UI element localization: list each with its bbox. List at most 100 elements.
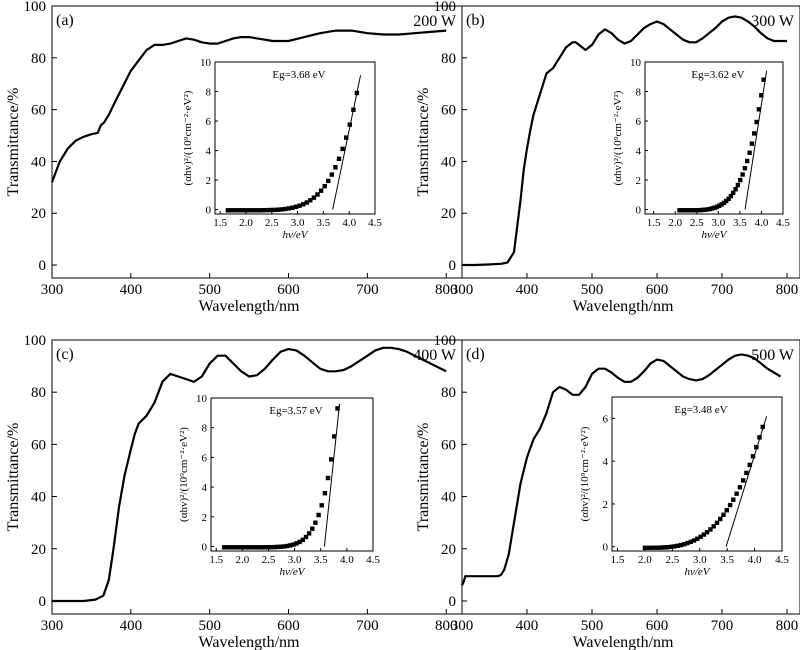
tauc-data-point — [306, 531, 312, 536]
tauc-data-point — [721, 200, 727, 206]
tauc-data-point — [735, 182, 741, 188]
plot-frame — [461, 339, 800, 615]
tauc-data-point — [281, 544, 287, 549]
transmittance-series-line — [462, 15, 787, 267]
x-tick-label: 600 — [646, 282, 669, 298]
tauc-data-point — [293, 204, 299, 209]
tauc-data-point — [761, 77, 766, 82]
inset-x-tick-label: 4.0 — [340, 554, 354, 566]
tauc-data-point — [727, 502, 733, 508]
tauc-data-point — [691, 538, 697, 543]
tauc-data-point — [243, 545, 249, 550]
tauc-data-point — [272, 207, 277, 213]
tauc-data-point — [738, 177, 743, 183]
tauc-data-point — [250, 545, 255, 550]
inset-y-tick-label: 0 — [636, 205, 642, 217]
tauc-data-point — [752, 131, 757, 136]
x-tick-label: 500 — [581, 282, 604, 298]
tauc-data-point — [737, 485, 743, 490]
tauc-data-point — [279, 207, 284, 212]
y-tick-label: 80 — [31, 51, 46, 67]
inset-y-tick-label: 10 — [196, 393, 208, 405]
tauc-data-point — [685, 540, 690, 546]
x-tick-label: 300 — [41, 618, 64, 634]
inset-tauc-plot: 1.5 2.0 2.5 3.0 3.5 4.0 4.5 0 2 4 6 8 10 hv/eV (αhv)²/… — [182, 57, 382, 241]
inset-y-tick-label: 8 — [202, 423, 208, 435]
tauc-data-point — [741, 478, 746, 483]
tauc-data-point — [700, 207, 706, 213]
inset-x-tick-label: 2.5 — [262, 554, 276, 566]
y-axis-title: Transmittance/% — [415, 88, 432, 197]
tauc-data-point — [731, 497, 736, 502]
tauc-data-point — [291, 542, 296, 547]
inset-y-tick-label: 8 — [206, 87, 212, 99]
inset-x-tick-label: 1.5 — [213, 217, 227, 229]
x-tick-label: 400 — [120, 282, 143, 298]
tauc-fit-line — [332, 75, 362, 210]
x-tick-label: 700 — [711, 618, 734, 634]
inset-x-tick-label: 3.0 — [711, 217, 725, 229]
panel-c: 300 400 500 600 700 800020406080100Wavelength… — [5, 333, 463, 650]
y-tick-label: 60 — [31, 437, 46, 453]
tauc-data-point — [286, 206, 291, 211]
inset-y-tick-label: 6 — [603, 413, 609, 425]
tauc-data-point — [234, 545, 239, 550]
inset-y-tick-label: 4 — [636, 146, 642, 158]
x-tick-label: 500 — [581, 618, 604, 634]
tauc-data-point — [759, 93, 764, 98]
tauc-data-point — [665, 545, 670, 550]
tauc-data-point — [344, 135, 349, 140]
tauc-data-point — [297, 539, 302, 545]
tauc-data-point — [726, 196, 731, 201]
tauc-data-point — [229, 208, 234, 213]
inset-x-tick-label: 3.5 — [720, 554, 734, 566]
tauc-data-point — [677, 208, 682, 213]
inset-y-tick-label: 4 — [202, 482, 208, 494]
y-tick-label: 20 — [31, 542, 46, 558]
tauc-fit-line — [725, 416, 768, 547]
tauc-data-point — [240, 208, 245, 213]
inset-x-tick-label: 1.5 — [647, 217, 661, 229]
x-axis-title: Wavelength/nm — [199, 634, 300, 650]
inset-bandgap-annotation: Eg=3.62 eV — [691, 69, 744, 81]
x-tick-label: 800 — [776, 282, 799, 298]
tauc-data-point — [684, 208, 689, 213]
tauc-data-point — [745, 158, 750, 164]
tauc-data-point — [707, 206, 713, 212]
inset-y-tick-label: 2 — [636, 175, 642, 187]
y-tick-label: 40 — [31, 154, 46, 170]
chart-title: 500 W — [751, 347, 795, 364]
tauc-data-point — [747, 150, 752, 155]
inset-x-tick-label: 3.5 — [733, 217, 747, 229]
y-tick-label: 0 — [39, 258, 47, 274]
tauc-data-point — [711, 524, 716, 529]
inset-x-tick-label: 3.5 — [317, 217, 331, 229]
chart-title: 300 W — [751, 13, 795, 30]
tauc-data-point — [318, 188, 324, 193]
tauc-data-point — [332, 434, 337, 439]
inset-x-tick-label: 2.5 — [690, 217, 704, 229]
tauc-data-point — [682, 542, 687, 547]
tauc-data-point — [225, 545, 230, 550]
x-tick-label: 400 — [516, 282, 539, 298]
tauc-data-point — [705, 207, 710, 212]
y-tick-label: 0 — [449, 594, 457, 610]
tauc-data-point — [275, 544, 280, 550]
inset-y-tick-label: 4 — [206, 146, 212, 158]
y-axis-title: Transmittance/% — [5, 423, 22, 532]
tauc-data-point — [333, 165, 338, 170]
x-tick-label: 700 — [356, 282, 379, 298]
inset-y-axis-title: (αhv)²/(10⁹cm⁻²·eV²) — [178, 427, 190, 522]
tauc-data-point — [757, 435, 762, 440]
inset-x-tick-label: 2.0 — [638, 554, 652, 566]
tauc-data-point — [724, 508, 729, 513]
x-tick-label: 400 — [120, 618, 143, 634]
x-tick-label: 500 — [198, 618, 221, 634]
chart-title: 400 W — [413, 347, 457, 364]
tauc-data-point — [272, 544, 277, 550]
tauc-data-point — [228, 545, 233, 550]
inset-bandgap-annotation: Eg=3.57 eV — [269, 405, 322, 417]
inset-x-tick-label: 2.0 — [668, 217, 682, 229]
x-tick-label: 300 — [451, 282, 474, 298]
inset-frame — [644, 61, 784, 215]
